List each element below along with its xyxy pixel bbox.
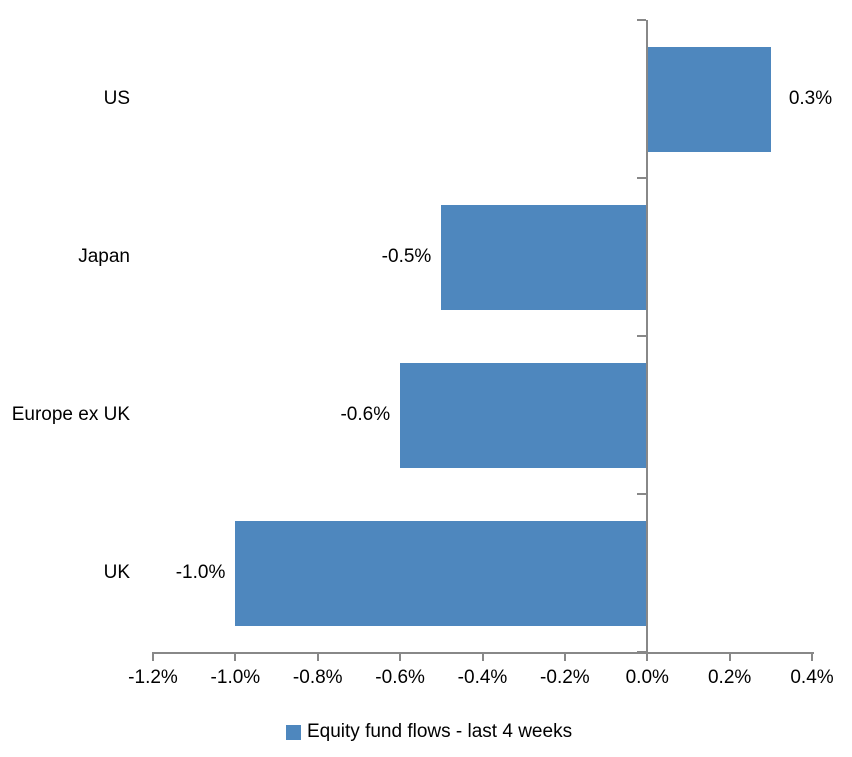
bar-japan	[441, 204, 648, 310]
category-axis-tick	[637, 19, 647, 21]
data-label-uk: -1.0%	[175, 562, 226, 583]
value-axis-tick	[563, 652, 566, 661]
category-axis-tick	[637, 177, 647, 179]
category-axis-tick	[637, 335, 647, 337]
value-axis-line	[153, 652, 814, 654]
data-label-us: 0.3%	[788, 88, 833, 109]
category-label-us: US	[103, 88, 130, 109]
x-tick-label-1-0: -1.0%	[210, 667, 261, 688]
x-tick-label-0-0: 0.0%	[625, 667, 669, 688]
legend-marker-icon	[286, 724, 301, 740]
category-label-japan: Japan	[78, 246, 130, 267]
category-axis-line	[646, 20, 649, 652]
category-label-europe-ex-uk: Europe ex UK	[11, 404, 130, 425]
legend: Equity fund flows - last 4 weeks	[286, 720, 572, 744]
value-axis-tick	[646, 652, 649, 661]
data-label-europe-ex-uk: -0.6%	[340, 404, 391, 425]
x-tick-label-0-6: -0.6%	[375, 667, 425, 688]
value-axis-tick	[152, 652, 154, 661]
value-axis-tick	[316, 652, 319, 661]
value-axis-tick	[811, 652, 813, 661]
value-axis-tick	[399, 652, 402, 661]
bar-uk	[235, 520, 648, 626]
x-tick-label-0-2: 0.2%	[707, 667, 752, 688]
x-tick-label-0-4: 0.4%	[790, 667, 834, 688]
category-label-uk: UK	[103, 562, 130, 583]
bar-us	[647, 46, 771, 152]
value-axis-tick	[481, 652, 484, 661]
x-tick-label-0-2: -0.2%	[540, 667, 590, 688]
x-tick-label-0-4: -0.4%	[457, 667, 508, 688]
value-axis-tick	[728, 652, 731, 661]
category-axis-tick	[637, 493, 647, 495]
data-label-japan: -0.5%	[381, 246, 432, 267]
legend-label: Equity fund flows - last 4 weeks	[307, 721, 573, 742]
value-axis-tick	[234, 652, 237, 661]
x-tick-label-0-8: -0.8%	[292, 667, 343, 688]
bar-europe-ex-uk	[400, 362, 648, 468]
x-tick-label-1-2: -1.2%	[128, 667, 178, 688]
